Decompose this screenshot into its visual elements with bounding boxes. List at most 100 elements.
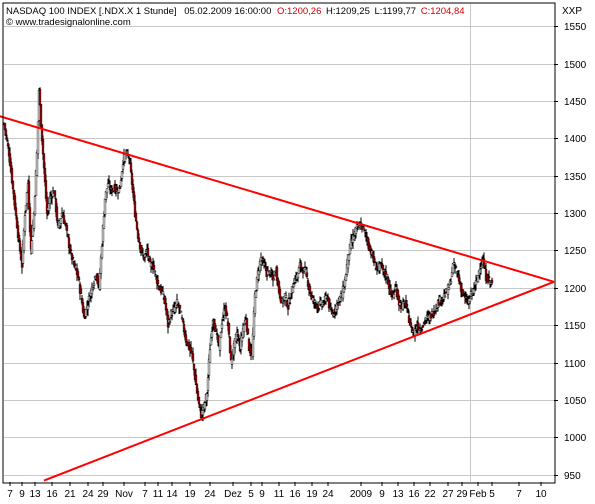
candle-body (301, 270, 305, 274)
candle-body (405, 303, 409, 307)
candle (454, 264, 458, 269)
candle-body (209, 337, 213, 346)
candle-body (242, 325, 246, 333)
datetime-label: 05.02.2009 16:00:00 (184, 6, 271, 17)
y-tick-label: 950 (564, 471, 581, 482)
candle-body (406, 308, 410, 311)
candle-body (127, 157, 131, 159)
candle-body (178, 304, 182, 309)
candle (322, 300, 326, 307)
candle (86, 299, 90, 317)
candle (219, 331, 223, 338)
candle (55, 202, 59, 223)
candle (129, 157, 133, 174)
candle-body (278, 289, 282, 299)
candle-body (33, 196, 37, 215)
header-backdrop (4, 4, 424, 26)
exchange-label: XXP (562, 6, 582, 17)
candle-body (296, 272, 300, 279)
candle-body (30, 240, 34, 254)
x-tick-label: 27 (442, 489, 454, 500)
candle-body (482, 258, 486, 268)
x-tick-label: 9 (259, 489, 265, 500)
candle-body (119, 180, 123, 187)
x-tick-label: 7 (7, 489, 13, 500)
y-tick-label: 1250 (564, 246, 587, 257)
open-value: O:1200,26 (277, 6, 321, 17)
candle-body (76, 271, 80, 278)
candle (53, 190, 57, 199)
candle-body (102, 216, 106, 229)
x-tick-label: 2009 (350, 489, 373, 500)
x-tick-label: Nov (115, 489, 133, 500)
candle-body (230, 358, 234, 365)
candle-body (38, 88, 42, 106)
y-tick-label: 1500 (564, 60, 587, 71)
candle (347, 254, 351, 266)
candle-body (192, 363, 196, 371)
candle (33, 195, 37, 216)
candle (210, 326, 214, 342)
instrument-label: NASDAQ 100 INDEX [.NDX.X 1 Stunde] (6, 6, 177, 17)
candle-body (246, 328, 250, 334)
candle-body (146, 247, 150, 257)
candle-body (389, 289, 393, 291)
header-line: NASDAQ 100 INDEX [.NDX.X 1 Stunde] 05.02… (6, 6, 465, 17)
trendline (0, 115, 555, 283)
candle-body (5, 137, 9, 141)
candle-body (380, 262, 384, 266)
candle (392, 289, 396, 300)
candle-body (53, 190, 57, 197)
candle-body (288, 302, 292, 305)
candle (170, 310, 174, 321)
trendlines (0, 115, 555, 482)
candle-body (79, 288, 83, 294)
candle-body (373, 261, 377, 264)
candle-body (23, 215, 27, 232)
candle-body (161, 291, 165, 295)
candle (73, 260, 77, 270)
x-tick-label: 13 (29, 489, 41, 500)
candle-body (39, 104, 43, 128)
candle (389, 284, 393, 298)
candle (179, 310, 183, 313)
candle-body (36, 121, 40, 155)
candle-body (219, 331, 223, 338)
candle (308, 283, 312, 294)
candle-body (443, 295, 447, 298)
candle-body (134, 213, 138, 222)
candle-body (358, 226, 362, 229)
candle (317, 307, 321, 312)
x-tick-label: 14 (166, 489, 178, 500)
candle-body (490, 279, 494, 284)
x-tick-label: 11 (274, 489, 285, 500)
candle-body (86, 305, 90, 310)
candle-body (11, 181, 15, 190)
x-tick-label: 24 (204, 489, 216, 500)
y-tick-label: 1300 (564, 209, 587, 220)
candle-body (218, 335, 222, 351)
candle-body (487, 276, 491, 279)
candle (198, 403, 202, 412)
candle-body (197, 396, 201, 404)
candle-body (129, 162, 133, 173)
candle-body (106, 183, 110, 188)
candle-body (322, 303, 326, 306)
candle-body (55, 206, 59, 221)
candle-body (153, 270, 157, 273)
candle-body (267, 270, 271, 272)
candle-body (336, 302, 340, 306)
candle-body (272, 278, 276, 281)
candle (205, 391, 209, 407)
x-tick-label: 24 (82, 489, 94, 500)
x-tick-label: 16 (408, 489, 420, 500)
candle-body (168, 321, 172, 323)
y-tick-label: 1350 (564, 172, 587, 183)
candle (79, 285, 83, 294)
candle-body (284, 294, 288, 298)
candle (305, 266, 309, 279)
candle-body (41, 138, 45, 155)
candle-body (225, 312, 229, 316)
candle-body (77, 277, 81, 281)
candle-body (316, 304, 320, 308)
